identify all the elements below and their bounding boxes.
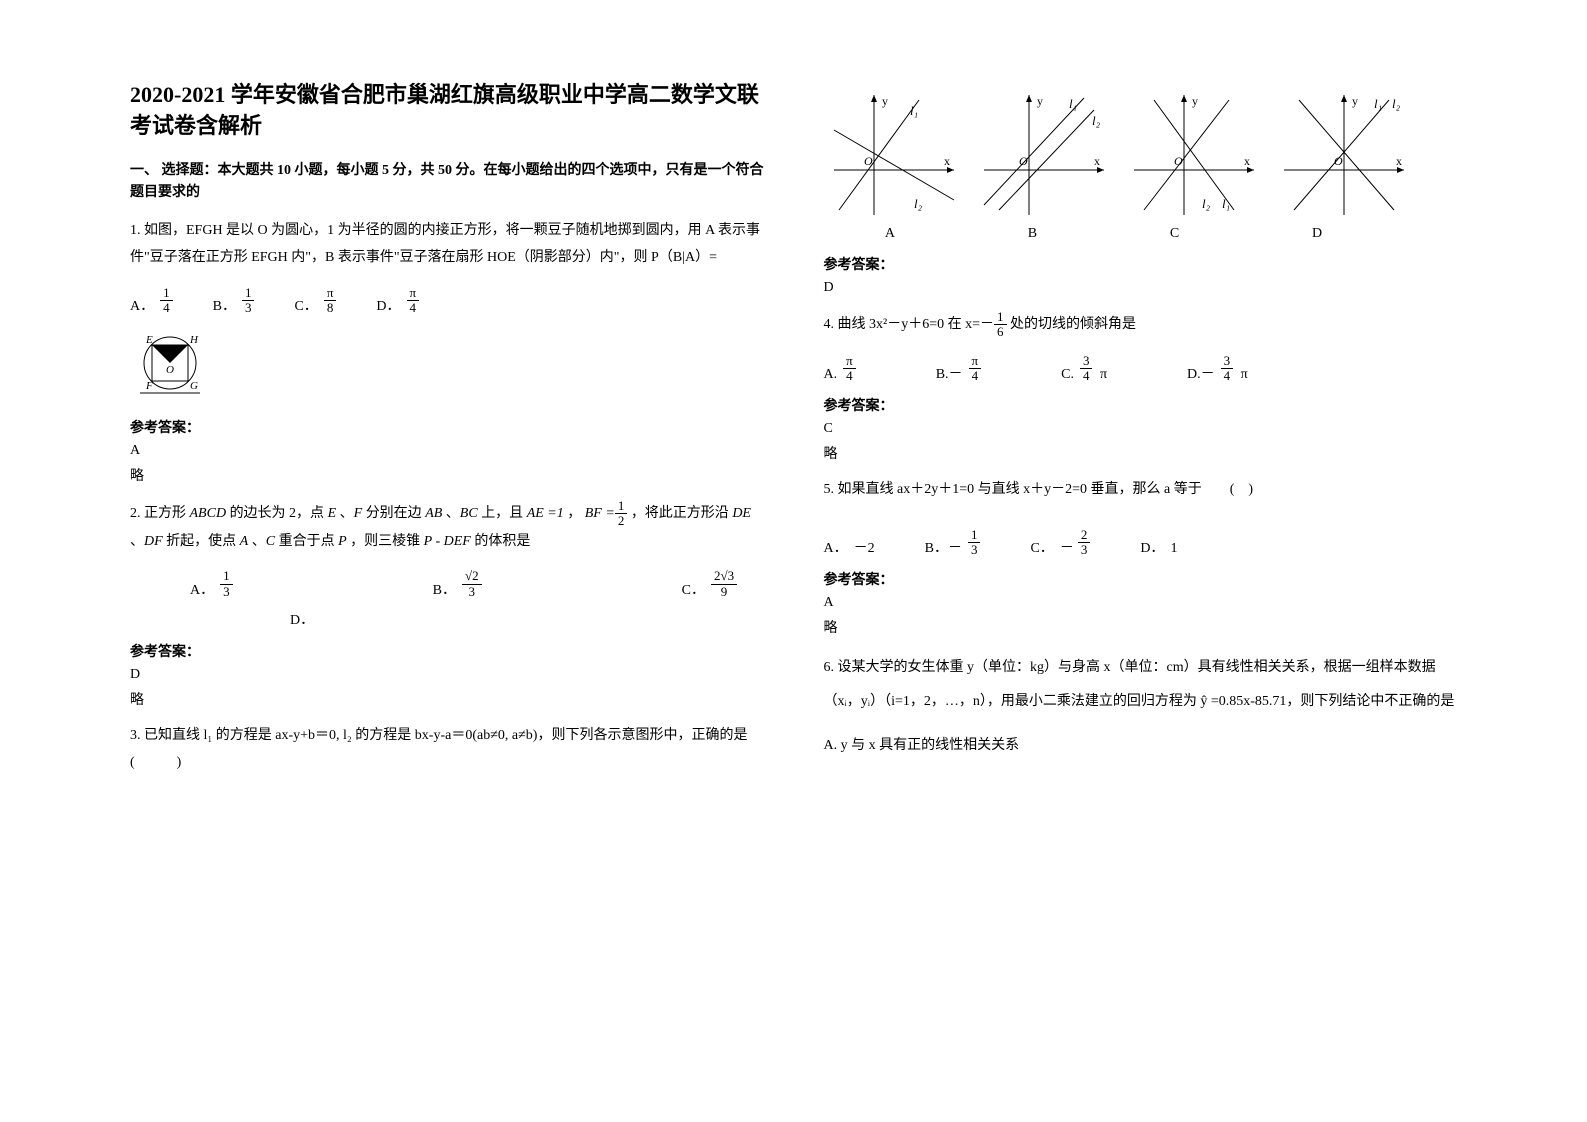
svg-text:l₁: l₁: [1222, 196, 1230, 211]
svg-text:y: y: [1352, 94, 1358, 108]
question-1: 1. 如图，EFGH 是以 O 为圆心，1 为半径的圆的内接正方形，将一颗豆子随…: [130, 218, 764, 271]
q4-opt-c: C.34 π: [1061, 354, 1107, 384]
svg-text:y: y: [882, 94, 888, 108]
q4-ans-label: 参考答案：: [824, 395, 1458, 415]
q5-brief: 略: [824, 617, 1458, 637]
svg-text:H: H: [189, 334, 199, 346]
q1-text: 1. 如图，EFGH 是以 O 为圆心，1 为半径的圆的内接正方形，将一颗豆子随…: [130, 223, 760, 265]
svg-text:E: E: [145, 334, 153, 346]
question-4: 4. 曲线 3x²－y＋6=0 在 x=－16 处的切线的倾斜角是: [824, 310, 1458, 340]
q5-opt-d: D．1: [1140, 537, 1177, 557]
q2-options: A．13 B．√23 C．2√39: [130, 569, 764, 599]
svg-text:O: O: [1019, 154, 1028, 168]
q1-opt-b: B．13: [213, 286, 255, 316]
q3-figure-labels: A B C D: [824, 226, 1384, 242]
section-1-head: 一、 选择题：本大题共 10 小题，每小题 5 分，共 50 分。在每小题给出的…: [130, 160, 764, 205]
q2-brief: 略: [130, 689, 764, 709]
q2-ans-label: 参考答案：: [130, 641, 764, 661]
svg-text:O: O: [864, 154, 873, 168]
q4-opt-b: B.－π4: [936, 354, 981, 384]
left-column: 2020-2021 学年安徽省合肥市巢湖红旗高级职业中学高二数学文联考试卷含解析…: [100, 80, 794, 1082]
svg-text:O: O: [1334, 154, 1343, 168]
svg-text:F: F: [145, 380, 153, 392]
q2-opt-b: B．√23: [433, 569, 482, 599]
right-column: y x O l₁ l₂ y x O l₁ l₂ y x O l₂ l₁: [794, 80, 1488, 1082]
q3-fig-b: y x O l₁ l₂: [974, 90, 1114, 220]
svg-text:x: x: [1094, 154, 1100, 168]
q2-option-d: D．: [130, 609, 764, 629]
svg-text:l₁: l₁: [910, 103, 918, 118]
q4-brief: 略: [824, 443, 1458, 463]
svg-text:x: x: [944, 154, 950, 168]
svg-text:y: y: [1192, 94, 1198, 108]
q1-ans-label: 参考答案：: [130, 417, 764, 437]
q1-options: A．14 B．13 C．π8 D．π4: [130, 286, 764, 316]
q5-opt-c: C．－23: [1030, 528, 1090, 558]
q6-opt-a: A. y 与 x 具有正的线性相关关系: [824, 733, 1458, 760]
q1-opt-c: C．π8: [294, 286, 336, 316]
svg-text:l₁: l₁: [1069, 96, 1077, 111]
svg-text:x: x: [1396, 154, 1402, 168]
q5-ans: A: [824, 595, 1458, 611]
q5-opt-a: A．－2: [824, 537, 875, 557]
svg-text:l₂: l₂: [1202, 196, 1211, 211]
q1-opt-d: D．π4: [376, 286, 419, 316]
q5-opt-b: B．－13: [925, 528, 981, 558]
q5-options: A．－2 B．－13 C．－23 D．1: [824, 528, 1458, 558]
question-2: 2. 正方形 ABCD 的边长为 2，点 E 、F 分别在边 AB 、BC 上，…: [130, 499, 764, 555]
q2-ans: D: [130, 667, 764, 683]
svg-text:O: O: [1174, 154, 1183, 168]
question-5: 5. 如果直线 ax＋2y＋1=0 与直线 x＋y－2=0 垂直，那么 a 等于…: [824, 477, 1458, 504]
q2-opt-c: C．2√39: [682, 569, 737, 599]
q4-options: A.π4 B.－π4 C.34 π D.－34 π: [824, 354, 1458, 384]
svg-text:x: x: [1244, 154, 1250, 168]
svg-text:y: y: [1037, 94, 1043, 108]
q2-opt-a: A．13: [190, 569, 233, 599]
q3-fig-a: y x O l₁ l₂: [824, 90, 964, 220]
q3-fig-c: y x O l₂ l₁: [1124, 90, 1264, 220]
q1-ans: A: [130, 443, 764, 459]
svg-text:O: O: [166, 364, 174, 376]
q1-figure: E H F G O: [130, 325, 210, 405]
q1-opt-a: A．14: [130, 286, 173, 316]
svg-text:l₂: l₂: [914, 196, 923, 211]
svg-text:l₂: l₂: [1392, 96, 1401, 111]
q3-figures: y x O l₁ l₂ y x O l₁ l₂ y x O l₂ l₁: [824, 90, 1458, 220]
svg-text:G: G: [190, 380, 198, 392]
svg-text:l₁: l₁: [1374, 96, 1382, 111]
q3-ans-label: 参考答案：: [824, 254, 1458, 274]
q3-fig-d: y x O l₁ l₂: [1274, 90, 1414, 220]
page-title: 2020-2021 学年安徽省合肥市巢湖红旗高级职业中学高二数学文联考试卷含解析: [130, 80, 764, 142]
q1-brief: 略: [130, 465, 764, 485]
q4-opt-a: A.π4: [824, 354, 856, 384]
q5-ans-label: 参考答案：: [824, 569, 1458, 589]
q3-ans: D: [824, 280, 1458, 296]
q4-ans: C: [824, 421, 1458, 437]
question-3: 3. 已知直线 l₁ 的方程是 ax-y+b＝0, l₂ 的方程是 bx-y-a…: [130, 723, 764, 776]
question-6: 6. 设某大学的女生体重 y（单位：kg）与身高 x（单位：cm）具有线性相关关…: [824, 651, 1458, 718]
svg-text:l₂: l₂: [1092, 113, 1101, 128]
q4-opt-d: D.－34 π: [1187, 354, 1248, 384]
